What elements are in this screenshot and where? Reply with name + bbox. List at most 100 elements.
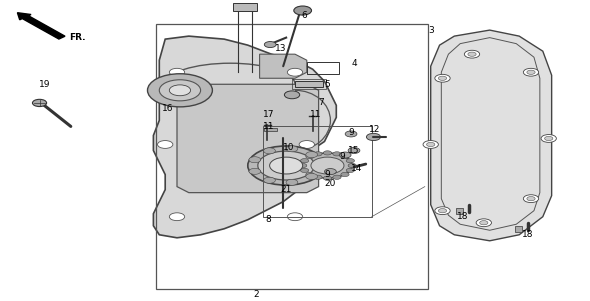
Circle shape — [248, 146, 324, 185]
Circle shape — [423, 141, 438, 148]
Circle shape — [348, 147, 360, 154]
Circle shape — [476, 219, 491, 227]
Circle shape — [158, 141, 173, 148]
Circle shape — [323, 151, 332, 155]
Circle shape — [300, 168, 309, 172]
Bar — [292, 79, 326, 89]
Circle shape — [523, 68, 539, 76]
Bar — [456, 208, 463, 214]
Text: 13: 13 — [274, 44, 286, 53]
Circle shape — [333, 175, 341, 179]
Bar — [295, 81, 323, 87]
Text: 16: 16 — [162, 104, 174, 113]
Circle shape — [287, 68, 303, 76]
Circle shape — [435, 207, 450, 215]
Circle shape — [284, 91, 300, 99]
Circle shape — [299, 141, 314, 148]
Circle shape — [306, 154, 314, 159]
Text: 7: 7 — [319, 98, 324, 107]
Circle shape — [438, 209, 447, 213]
Circle shape — [249, 168, 261, 174]
Circle shape — [438, 76, 447, 80]
Circle shape — [366, 133, 381, 141]
Text: 18: 18 — [522, 230, 534, 239]
FancyArrow shape — [18, 13, 65, 39]
Circle shape — [300, 159, 309, 163]
Circle shape — [306, 152, 317, 158]
Text: 8: 8 — [266, 215, 271, 224]
Circle shape — [341, 154, 349, 159]
Text: 11: 11 — [263, 122, 274, 131]
Text: 9: 9 — [324, 170, 330, 179]
Circle shape — [464, 50, 480, 58]
Circle shape — [527, 70, 535, 74]
Circle shape — [324, 169, 336, 175]
Circle shape — [541, 135, 556, 142]
Bar — [307, 62, 339, 74]
Circle shape — [523, 195, 539, 203]
Circle shape — [346, 159, 355, 163]
Circle shape — [427, 142, 435, 147]
Circle shape — [527, 197, 535, 201]
Circle shape — [435, 74, 450, 82]
Circle shape — [480, 221, 488, 225]
Circle shape — [345, 131, 357, 137]
Text: 3: 3 — [428, 26, 434, 35]
Text: 15: 15 — [348, 146, 360, 155]
Circle shape — [169, 68, 185, 76]
Circle shape — [299, 163, 307, 168]
Text: 4: 4 — [351, 59, 357, 68]
Text: 5: 5 — [324, 80, 330, 89]
Circle shape — [333, 152, 341, 156]
Bar — [515, 226, 522, 232]
Bar — [156, 24, 428, 289]
Circle shape — [286, 179, 298, 185]
Circle shape — [346, 168, 355, 172]
Circle shape — [339, 152, 351, 158]
Text: 14: 14 — [351, 164, 363, 173]
Text: 17: 17 — [263, 110, 274, 119]
Text: 12: 12 — [369, 125, 381, 134]
Text: FR.: FR. — [70, 33, 86, 42]
Circle shape — [159, 80, 201, 101]
Circle shape — [286, 146, 298, 152]
Circle shape — [323, 176, 332, 180]
Circle shape — [468, 52, 476, 56]
Bar — [233, 3, 257, 11]
Text: 9: 9 — [348, 128, 354, 137]
Text: 9: 9 — [339, 152, 345, 161]
Circle shape — [249, 157, 261, 163]
Text: 19: 19 — [38, 80, 50, 89]
Polygon shape — [431, 30, 552, 241]
Text: 18: 18 — [457, 212, 469, 221]
Circle shape — [169, 85, 191, 96]
Bar — [264, 128, 277, 131]
Circle shape — [303, 153, 352, 178]
Circle shape — [306, 173, 317, 179]
Circle shape — [341, 172, 349, 177]
Circle shape — [287, 213, 303, 221]
Circle shape — [264, 42, 276, 48]
Text: 20: 20 — [324, 179, 336, 188]
Circle shape — [270, 157, 303, 174]
Circle shape — [311, 157, 344, 174]
Text: 2: 2 — [254, 290, 260, 299]
Circle shape — [264, 177, 276, 183]
Circle shape — [264, 148, 276, 154]
Circle shape — [314, 152, 322, 156]
Circle shape — [545, 136, 553, 141]
Text: 11: 11 — [310, 110, 322, 119]
Text: 6: 6 — [301, 11, 307, 20]
Circle shape — [169, 213, 185, 221]
Circle shape — [294, 6, 312, 15]
Text: 21: 21 — [280, 185, 292, 194]
Polygon shape — [260, 54, 307, 78]
Circle shape — [306, 172, 314, 177]
Circle shape — [32, 99, 47, 107]
Circle shape — [148, 74, 212, 107]
Polygon shape — [153, 36, 336, 238]
Bar — [263, 126, 372, 217]
Circle shape — [314, 163, 326, 169]
Polygon shape — [177, 84, 319, 193]
Text: 10: 10 — [283, 143, 295, 152]
